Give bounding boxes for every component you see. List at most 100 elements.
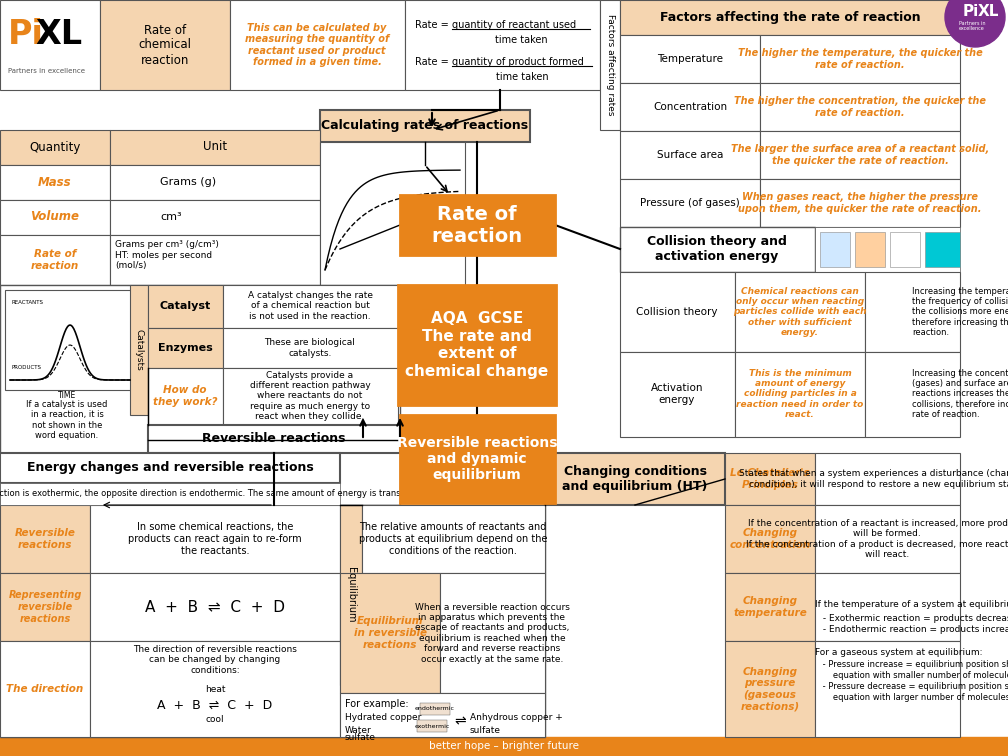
Text: If the temperature of a system at equilibrium is increased:: If the temperature of a system at equili… (815, 600, 1008, 609)
Bar (110, 235, 320, 285)
Bar (0, 505, 90, 573)
Bar (760, 131, 960, 179)
Text: For a gaseous system at equilibrium:: For a gaseous system at equilibrium: (815, 648, 983, 657)
Bar (600, 0, 620, 130)
Bar (620, 0, 960, 35)
Bar (890, 232, 920, 267)
Bar (110, 130, 320, 165)
Text: Temperature: Temperature (657, 54, 723, 64)
Bar (815, 453, 960, 505)
Bar (925, 232, 960, 267)
Text: Grams per cm³ (g/cm³)
HT: moles per second
(mol/s): Grams per cm³ (g/cm³) HT: moles per seco… (115, 240, 219, 270)
Bar (620, 131, 760, 179)
Text: States that when a system experiences a disturbance (change in
condition), it wi: States that when a system experiences a … (739, 469, 1008, 488)
Bar (0, 130, 110, 165)
Bar (400, 195, 555, 255)
Bar (620, 83, 760, 131)
Bar (815, 505, 960, 573)
Text: A  +  B  ⇌  C  +  D: A + B ⇌ C + D (157, 699, 272, 711)
Bar (725, 453, 815, 505)
Text: The higher the concentration, the quicker the
rate of reaction.: The higher the concentration, the quicke… (734, 96, 986, 118)
Text: If a catalyst is used
in a reaction, it is
not shown in the
word equation.: If a catalyst is used in a reaction, it … (26, 400, 108, 440)
Bar (0, 641, 90, 737)
Text: cool: cool (206, 715, 225, 724)
Bar (0, 505, 545, 737)
Bar (815, 573, 960, 641)
Text: quantity of product formed: quantity of product formed (452, 57, 584, 67)
Text: Collision theory: Collision theory (636, 307, 718, 317)
Text: Catalysts provide a
different reaction pathway
where reactants do not
require as: Catalysts provide a different reaction p… (250, 370, 370, 421)
Text: Activation
energy: Activation energy (651, 383, 704, 404)
Bar (760, 83, 960, 131)
Bar (90, 573, 340, 641)
Text: Increasing the concentration, pressure
(gases) and surface area (solids) of
reac: Increasing the concentration, pressure (… (912, 369, 1008, 420)
Text: Anhydrous copper +: Anhydrous copper + (470, 713, 562, 722)
Text: Increasing the temperature increases
the frequency of collisions and makes
the c: Increasing the temperature increases the… (912, 287, 1008, 337)
Text: Concentration: Concentration (653, 102, 727, 112)
Text: - Pressure decrease = equilibrium position shifts to side of: - Pressure decrease = equilibrium positi… (820, 682, 1008, 691)
Text: Pi: Pi (963, 5, 979, 20)
Bar (0, 165, 110, 200)
Text: This can be calculated by
measuring the quantity of
reactant used or product
for: This can be calculated by measuring the … (245, 23, 389, 67)
Bar (340, 573, 440, 693)
Text: - Pressure increase = equilibrium position shifts to side of: - Pressure increase = equilibrium positi… (820, 660, 1008, 669)
Text: time taken: time taken (495, 35, 547, 45)
Bar (0, 235, 110, 285)
Text: - Exothermic reaction = products decrease: - Exothermic reaction = products decreas… (820, 614, 1008, 623)
Text: Reversible
reactions: Reversible reactions (14, 528, 76, 550)
Text: Partners in
excellence: Partners in excellence (959, 20, 985, 32)
Text: AQA  GCSE
The rate and
extent of
chemical change: AQA GCSE The rate and extent of chemical… (405, 311, 548, 379)
Bar (620, 227, 815, 272)
Text: The direction: The direction (6, 684, 84, 694)
Text: Rate =: Rate = (415, 57, 452, 67)
Text: Pi: Pi (8, 18, 44, 51)
Text: cm³: cm³ (160, 212, 181, 222)
Circle shape (946, 0, 1005, 47)
Text: sulfate: sulfate (470, 726, 501, 735)
Bar (0, 483, 340, 505)
Text: The larger the surface area of a reactant solid,
the quicker the rate of reactio: The larger the surface area of a reactan… (731, 144, 989, 166)
Bar (815, 227, 960, 272)
Text: Catalysts: Catalysts (134, 329, 143, 371)
Bar (90, 505, 340, 573)
Text: How do
they work?: How do they work? (153, 386, 218, 407)
Text: The higher the temperature, the quicker the
rate of reaction.: The higher the temperature, the quicker … (738, 48, 983, 70)
Bar (230, 0, 405, 90)
Text: When gases react, the higher the pressure
upon them, the quicker the rate of rea: When gases react, the higher the pressur… (738, 192, 982, 214)
Bar (0, 453, 340, 483)
Bar (110, 200, 320, 235)
Text: Representing
reversible
reactions: Representing reversible reactions (8, 590, 82, 624)
Bar (725, 641, 815, 737)
Text: Partners in excellence: Partners in excellence (8, 68, 85, 74)
Bar (148, 425, 400, 453)
Text: Reversible reactions: Reversible reactions (203, 432, 346, 445)
Text: Le Chatelier's
Principles: Le Chatelier's Principles (730, 468, 809, 490)
Text: Chemical reactions can
only occur when reacting
particles collide with each
othe: Chemical reactions can only occur when r… (733, 287, 867, 337)
Text: Changing
concentration: Changing concentration (730, 528, 810, 550)
Text: exothermic: exothermic (414, 723, 450, 729)
Bar (5, 290, 135, 390)
Text: Pressure (of gases): Pressure (of gases) (640, 198, 740, 208)
Bar (148, 368, 223, 425)
Bar (110, 165, 320, 200)
Bar (620, 179, 760, 227)
Bar (725, 505, 815, 573)
Bar (620, 352, 735, 437)
Bar (855, 232, 885, 267)
Text: Rate of
chemical
reaction: Rate of chemical reaction (138, 23, 192, 67)
Text: Volume: Volume (30, 210, 80, 224)
Text: Mass: Mass (38, 175, 72, 188)
Text: For example:: For example: (345, 699, 408, 709)
Text: XL: XL (978, 5, 999, 20)
Text: heat: heat (205, 686, 225, 695)
Text: Surface area: Surface area (657, 150, 723, 160)
Bar (865, 352, 960, 437)
Bar (0, 200, 110, 235)
Text: Hydrated copper: Hydrated copper (345, 713, 421, 722)
Bar (340, 693, 545, 737)
Bar (620, 272, 735, 352)
Bar (620, 35, 760, 83)
Text: The relative amounts of reactants and
products at equilibrium depend on the
cond: The relative amounts of reactants and pr… (359, 522, 547, 556)
Bar (735, 352, 865, 437)
Bar (405, 0, 600, 90)
